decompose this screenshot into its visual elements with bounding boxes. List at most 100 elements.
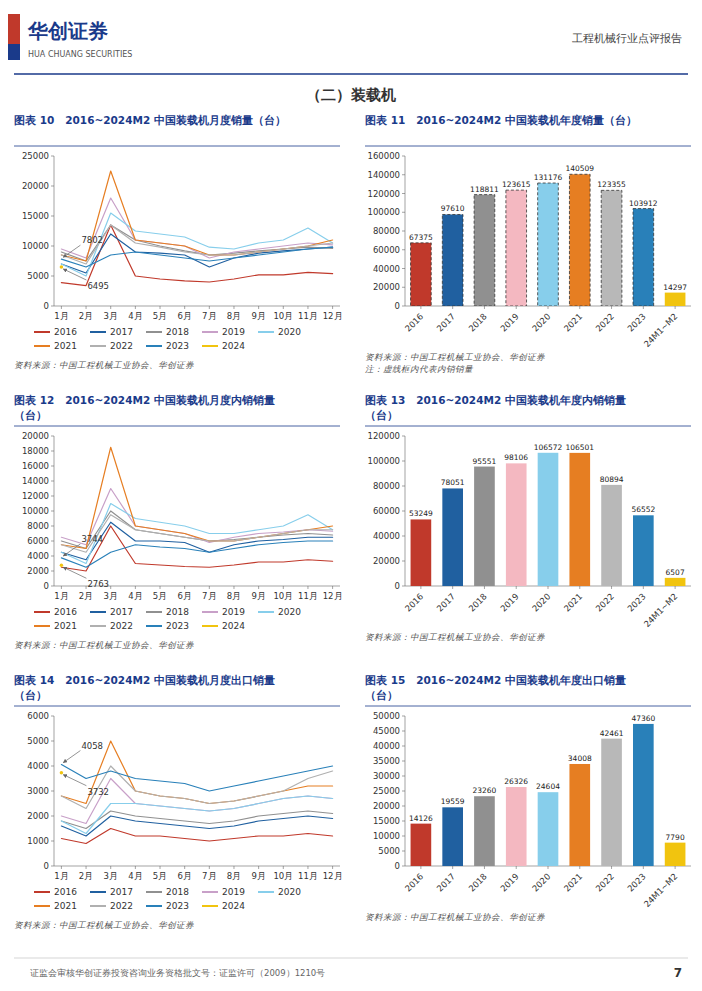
annotation: 3744 — [81, 534, 103, 544]
x-tick — [233, 586, 234, 589]
y-tick-label: 60000 — [373, 506, 400, 516]
series-line — [61, 213, 332, 276]
x-tick-label: 2018 — [466, 591, 488, 613]
chart-panel: 图表 15 2016~2024M2 中国装载机年度出口销量（台）05000100… — [365, 674, 691, 922]
y-tick — [51, 526, 54, 527]
y-tick-label: 0 — [44, 301, 49, 311]
x-tick — [484, 586, 485, 589]
logo-block — [8, 44, 20, 60]
x-tick-label: 2023 — [625, 311, 647, 333]
y-axis — [405, 156, 406, 306]
plot-area — [411, 724, 686, 866]
x-tick-label: 12月 — [323, 311, 343, 321]
data-label: 97610 — [441, 204, 465, 213]
series-line — [61, 741, 332, 804]
source-note: 注：虚线框内代表内销销量 — [365, 364, 474, 374]
legend-label: 2017 — [110, 327, 133, 337]
x-tick-label: 24M1~M2 — [642, 591, 680, 629]
x-tick — [643, 306, 644, 309]
x-tick — [420, 866, 421, 869]
x-tick-label: 10月 — [273, 871, 293, 881]
y-tick-label: 20000 — [373, 282, 400, 292]
x-tick-label: 5月 — [153, 871, 167, 881]
legend-label: 2019 — [222, 607, 245, 617]
y-tick-label: 1000 — [27, 836, 49, 846]
x-tick-label: 2016 — [403, 871, 425, 893]
x-tick-label: 2019 — [498, 591, 520, 613]
chart-title: 图表 11 2016~2024M2 中国装载机年度销量（台） — [365, 114, 637, 127]
data-label: 140509 — [565, 164, 594, 173]
x-tick-label: 2月 — [79, 871, 93, 881]
legend-swatch — [202, 611, 218, 613]
bar — [442, 488, 463, 586]
series-line — [61, 447, 332, 548]
x-tick — [452, 586, 453, 589]
x-tick — [61, 586, 62, 589]
bar — [633, 515, 654, 586]
y-tick — [51, 791, 54, 792]
legend-label: 2023 — [166, 901, 189, 911]
y-tick — [51, 436, 54, 437]
legend-label: 2020 — [278, 327, 301, 337]
legend-swatch — [146, 905, 162, 907]
x-tick-label: 2020 — [530, 311, 552, 333]
bar — [411, 243, 432, 306]
plot-area — [61, 447, 332, 571]
x-tick-label: 3月 — [103, 591, 117, 601]
y-tick-label: 120000 — [368, 189, 400, 199]
x-tick — [452, 306, 453, 309]
x-tick — [643, 866, 644, 869]
legend-swatch — [34, 625, 50, 627]
x-tick-label: 5月 — [153, 591, 167, 601]
footer: 证监会审核华创证券投资咨询业务资格批文号：证监许可（2009）1210号 — [30, 968, 325, 978]
data-label: 42461 — [600, 729, 624, 738]
y-tick — [402, 561, 405, 562]
y-tick — [51, 586, 54, 587]
bar — [569, 453, 590, 586]
y-tick — [51, 556, 54, 557]
y-tick — [51, 571, 54, 572]
x-tick — [86, 306, 87, 309]
bar — [601, 485, 622, 586]
x-tick — [283, 866, 284, 869]
data-label: 123355 — [597, 180, 626, 189]
x-tick-label: 8月 — [227, 871, 241, 881]
legend-swatch — [202, 905, 218, 907]
x-tick-label: 2019 — [498, 311, 520, 333]
legend-label: 2017 — [110, 887, 133, 897]
legend-label: 2022 — [110, 341, 133, 351]
y-tick — [402, 746, 405, 747]
y-tick-label: 140000 — [368, 170, 400, 180]
bar — [506, 787, 527, 866]
x-tick-label: 2020 — [530, 591, 552, 613]
y-tick — [51, 481, 54, 482]
x-tick-label: 12月 — [323, 871, 343, 881]
x-tick — [332, 866, 333, 869]
series-line — [61, 504, 332, 564]
y-tick-label: 0 — [44, 861, 49, 871]
x-tick-label: 24M1~M2 — [642, 871, 680, 909]
y-tick-label: 10000 — [22, 506, 49, 516]
data-label: 95551 — [473, 457, 497, 466]
y-tick-label: 16000 — [22, 461, 49, 471]
x-tick-label: 6月 — [177, 871, 191, 881]
y-tick — [402, 851, 405, 852]
x-tick-label: 2018 — [466, 871, 488, 893]
x-tick — [209, 306, 210, 309]
data-label: 47360 — [631, 714, 655, 723]
x-tick-label: 7月 — [202, 871, 216, 881]
x-tick-label: 2021 — [562, 591, 584, 613]
y-tick — [51, 766, 54, 767]
legend-label: 2024 — [222, 621, 245, 631]
x-tick-label: 3月 — [103, 311, 117, 321]
y-tick-label: 5000 — [378, 846, 400, 856]
chart-title: 图表 10 2016~2024M2 中国装载机月度销量（台） — [14, 114, 286, 127]
legend-label: 2021 — [54, 901, 77, 911]
y-tick-label: 5000 — [27, 271, 49, 281]
y-tick — [402, 821, 405, 822]
title-rule — [14, 426, 340, 427]
x-tick-label: 11月 — [298, 871, 318, 881]
title-rule — [14, 146, 340, 147]
bar — [506, 190, 527, 306]
data-label: 14297 — [663, 283, 687, 292]
